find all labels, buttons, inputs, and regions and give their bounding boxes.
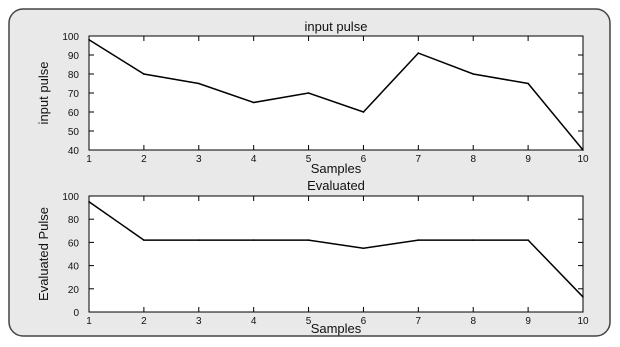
- evaluated-pulse-x-tick-label: 8: [470, 316, 476, 327]
- evaluated-pulse-x-tick-label: 3: [196, 316, 202, 327]
- input-pulse-data-point: [582, 149, 584, 151]
- input-pulse-chart-title: input pulse: [305, 19, 368, 34]
- evaluated-pulse-x-tick-label: 6: [361, 316, 367, 327]
- evaluated-pulse-x-axis-title: Samples: [311, 321, 362, 336]
- input-pulse-chart: 1 2 3 4 5 6 7 8 9 10 40 50 60 70 80 90 100 input pulse S…: [36, 19, 589, 176]
- evaluated-pulse-y-axis-title: Evaluated Pulse: [36, 207, 51, 301]
- evaluated-pulse-data-point: [88, 201, 90, 203]
- evaluated-pulse-y-tick-label: 40: [68, 262, 80, 273]
- evaluated-pulse-x-tick-label: 9: [525, 316, 531, 327]
- input-pulse-data-point: [527, 82, 529, 85]
- evaluated-pulse-series: [88, 201, 584, 298]
- evaluated-pulse-data-point: [527, 239, 529, 241]
- input-pulse-data-point: [88, 39, 90, 41]
- evaluated-pulse-chart-title: Evaluated: [307, 178, 365, 193]
- input-pulse-data-point: [252, 101, 255, 104]
- evaluated-pulse-data-point: [582, 296, 584, 298]
- input-pulse-data-point: [307, 92, 310, 94]
- input-pulse-x-tick-label: 1: [86, 154, 92, 165]
- evaluated-pulse-y-tick-label: 60: [68, 238, 80, 249]
- input-pulse-y-tick-label: 60: [68, 108, 80, 119]
- evaluated-pulse-x-tick-label: 1: [86, 316, 92, 327]
- input-pulse-y-tick-label: 70: [68, 89, 80, 100]
- evaluated-pulse-x-tick-label: 7: [416, 316, 422, 327]
- input-pulse-x-tick-label: 2: [141, 154, 147, 165]
- input-pulse-x-tick-label: 7: [416, 154, 422, 165]
- input-pulse-x-tick-label: 10: [577, 154, 589, 165]
- evaluated-pulse-data-point: [143, 239, 145, 241]
- evaluated-pulse-x-tick-label: 4: [251, 316, 257, 327]
- evaluated-pulse-x-tick-label: 10: [577, 316, 589, 327]
- input-pulse-x-axis-title: Samples: [311, 161, 362, 176]
- evaluated-pulse-series-line: [88, 201, 584, 298]
- input-pulse-x-tick-label: 9: [525, 154, 531, 165]
- evaluated-pulse-data-point: [252, 239, 255, 241]
- input-pulse-data-point: [362, 111, 365, 113]
- input-pulse-y-tick-label: 100: [62, 32, 79, 43]
- evaluated-pulse-y-tick-label: 20: [68, 285, 80, 296]
- evaluated-pulse-x-tick-label: 2: [141, 316, 147, 327]
- evaluated-pulse-data-point: [417, 239, 420, 241]
- evaluated-pulse-data-point: [362, 247, 365, 249]
- evaluated-pulse-y-tick-label: 80: [68, 215, 80, 226]
- input-pulse-x-tick-label: 3: [196, 154, 202, 165]
- input-pulse-y-tick-label: 50: [68, 127, 80, 138]
- input-pulse-x-tick-label: 8: [470, 154, 476, 165]
- input-pulse-series: [88, 39, 584, 151]
- input-pulse-x-tick-label: 4: [251, 154, 257, 165]
- input-pulse-data-point: [417, 52, 420, 54]
- input-pulse-x-tick-label: 5: [306, 154, 312, 165]
- input-pulse-ticks: 1 2 3 4 5 6 7 8 9 10 40 50 60 70 80 90 100: [62, 32, 589, 165]
- input-pulse-series-line: [88, 39, 584, 151]
- evaluated-pulse-y-tick-label: 100: [62, 192, 79, 203]
- evaluated-pulse-plot-area: [88, 195, 584, 313]
- input-pulse-data-point: [143, 73, 145, 75]
- input-pulse-data-point: [197, 82, 200, 85]
- evaluated-pulse-data-point: [472, 239, 475, 241]
- input-pulse-data-point: [472, 73, 475, 75]
- input-pulse-y-tick-label: 80: [68, 70, 80, 81]
- evaluated-pulse-data-point: [307, 239, 310, 241]
- input-pulse-plot-area: [88, 35, 584, 151]
- input-pulse-x-tick-label: 6: [361, 154, 367, 165]
- input-pulse-y-axis-title: input pulse: [36, 62, 51, 125]
- input-pulse-y-tick-label: 90: [68, 51, 80, 62]
- evaluated-pulse-x-tick-label: 5: [306, 316, 312, 327]
- input-pulse-y-tick-label: 40: [68, 146, 80, 157]
- evaluated-pulse-y-tick-label: 0: [73, 308, 79, 319]
- evaluated-pulse-data-point: [197, 239, 200, 241]
